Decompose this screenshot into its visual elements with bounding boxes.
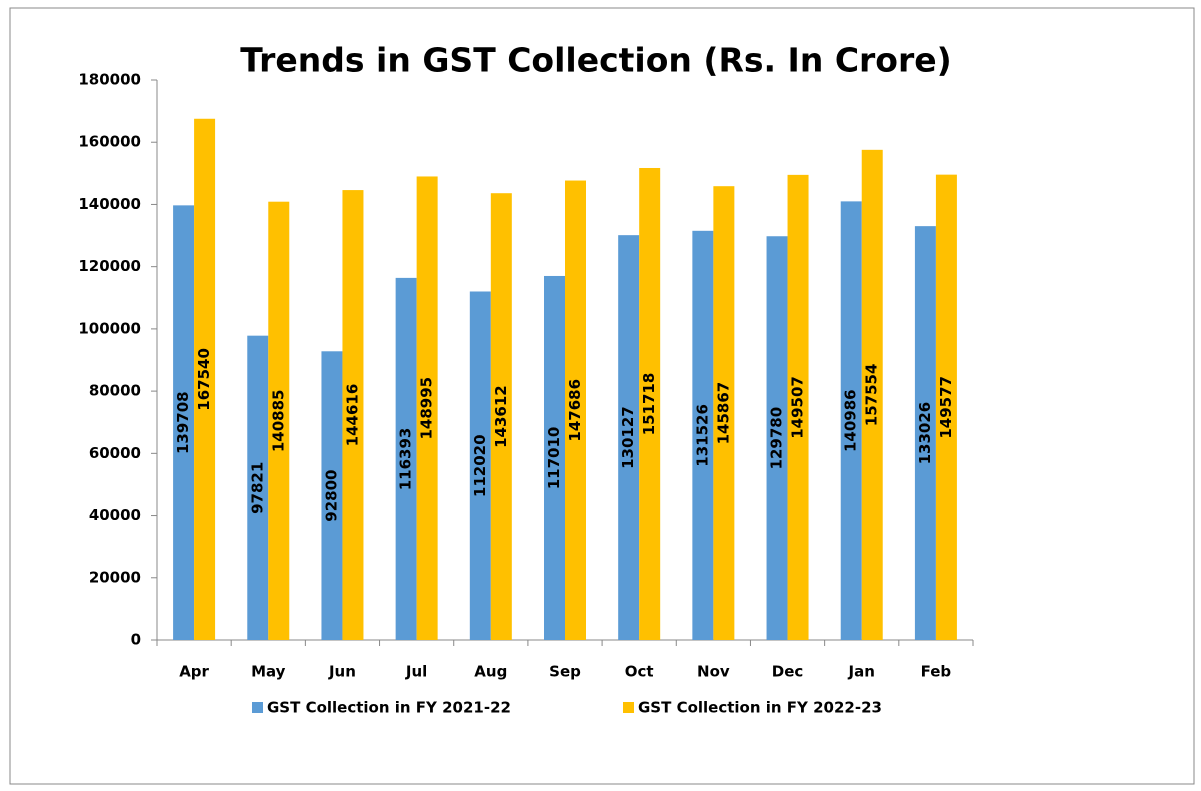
bar [416, 176, 438, 640]
bar [268, 201, 290, 641]
y-tick-label: 20000 [89, 568, 141, 586]
x-tick-label: Dec [772, 663, 804, 681]
data-label: 147686 [566, 379, 584, 442]
y-tick-label: 80000 [89, 382, 141, 400]
bar [787, 174, 809, 640]
x-tick-label: Nov [697, 663, 730, 681]
y-tick-label: 40000 [89, 506, 141, 524]
bar [490, 193, 512, 641]
data-label: 148995 [418, 377, 436, 440]
data-label: 144616 [343, 384, 361, 447]
bar [395, 277, 417, 640]
x-tick-label: Jan [848, 663, 875, 681]
y-tick-label: 120000 [78, 257, 141, 275]
bar [173, 205, 195, 640]
x-tick-label: Jun [328, 663, 356, 681]
bar [618, 235, 640, 640]
bar [639, 167, 661, 640]
data-label: 97821 [248, 462, 266, 514]
x-tick-label: Jul [405, 663, 427, 681]
bar [935, 174, 957, 640]
bar [469, 291, 491, 640]
bar [692, 230, 714, 641]
data-label: 129780 [768, 407, 786, 470]
x-tick-label: Aug [474, 663, 507, 681]
x-tick-label: Sep [549, 663, 581, 681]
data-label: 139708 [174, 391, 192, 454]
data-label: 140885 [269, 390, 287, 453]
y-tick-label: 0 [131, 631, 141, 649]
data-label: 131526 [693, 404, 711, 467]
bar [840, 201, 862, 640]
data-label: 140986 [842, 389, 860, 452]
data-label: 149577 [937, 376, 955, 439]
legend-label: GST Collection in FY 2021-22 [267, 699, 511, 717]
x-tick-label: May [251, 663, 286, 681]
legend-swatch [252, 702, 263, 713]
x-tick-label: Oct [625, 663, 654, 681]
data-label: 117010 [545, 427, 563, 490]
legend-label: GST Collection in FY 2022-23 [638, 699, 882, 717]
bar [713, 186, 735, 640]
data-label: 157554 [863, 364, 881, 427]
y-tick-label: 100000 [78, 319, 141, 337]
data-label: 116393 [397, 428, 415, 491]
legend-swatch [623, 702, 634, 713]
data-label: 92800 [322, 470, 340, 522]
data-label: 167540 [195, 348, 213, 411]
bar [247, 335, 269, 640]
data-label: 145867 [714, 382, 732, 445]
bar [342, 190, 364, 640]
data-label: 143612 [492, 385, 510, 448]
data-label: 133026 [916, 402, 934, 465]
y-tick-label: 160000 [78, 133, 141, 151]
bar [321, 351, 343, 640]
data-label: 149507 [789, 376, 807, 439]
data-label: 112020 [471, 434, 489, 497]
y-tick-label: 140000 [78, 195, 141, 213]
data-label: 151718 [640, 373, 658, 436]
bar [861, 149, 883, 640]
bar [544, 275, 565, 640]
bar [194, 118, 216, 640]
bar [565, 180, 586, 640]
x-tick-label: Apr [179, 663, 209, 681]
data-label: 130127 [619, 406, 637, 469]
chart-title: Trends in GST Collection (Rs. In Crore) [240, 41, 951, 80]
bar [766, 236, 788, 641]
x-tick-label: Feb [921, 663, 952, 681]
y-tick-label: 180000 [78, 71, 141, 89]
y-tick-label: 60000 [89, 444, 141, 462]
bar [914, 226, 936, 640]
